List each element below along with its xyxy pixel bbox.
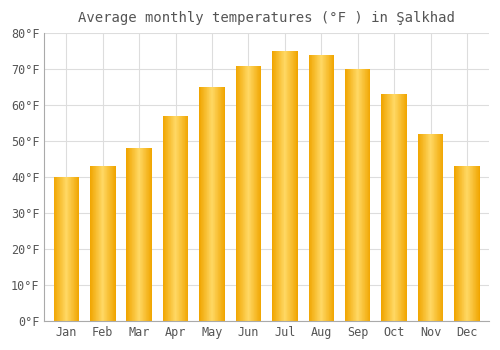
Title: Average monthly temperatures (°F ) in Şalkhad: Average monthly temperatures (°F ) in Şa… <box>78 11 455 25</box>
